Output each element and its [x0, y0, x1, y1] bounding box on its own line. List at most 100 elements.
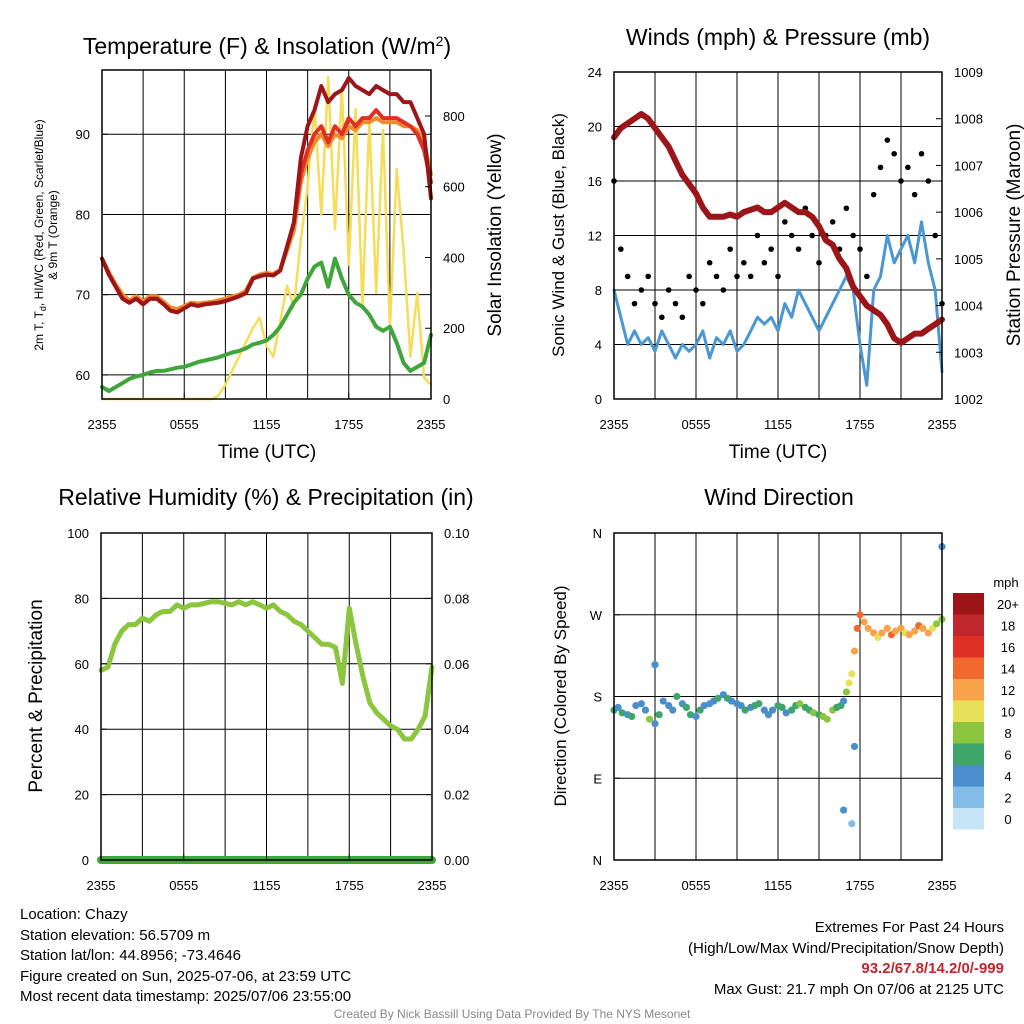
left-y-tick-label: 80 [75, 591, 89, 606]
wind-direction-point [682, 703, 691, 712]
gust-point [706, 259, 713, 266]
dew-series-line [100, 256, 433, 393]
right-y-tick-label: 800 [443, 109, 465, 124]
extremes-values: 93.2/67.8/14.2/0/-999 [861, 960, 1004, 977]
wind-direction-point [891, 627, 900, 635]
gust-point [713, 273, 720, 280]
x-tick-label: 2355 [600, 878, 629, 893]
station-info: Location: Chazy Station elevation: 56.57… [20, 905, 351, 1008]
left-y-tick-label: N [593, 526, 602, 541]
gust-point [700, 300, 706, 307]
credit-text: Created By Nick Bassill Using Data Provi… [333, 1007, 691, 1021]
gust-point [652, 300, 658, 307]
gust-point [761, 259, 768, 266]
x-tick-label: 1155 [764, 878, 792, 893]
wind-direction-point [850, 647, 859, 655]
right-y-tick-label: 400 [443, 250, 465, 265]
wind-direction-point [878, 629, 886, 637]
right-y-tick-label: 1006 [954, 205, 983, 220]
wind-direction-point [632, 701, 640, 710]
wind-direction-point [614, 703, 622, 712]
wind-direction-point [796, 700, 804, 708]
temperature-y-axis-label: 2m T, Td, HI/WC (Red, Green, Scarlet/Blu… [32, 119, 48, 350]
left-y-tick-label: 90 [76, 127, 90, 142]
speed-legend: 20+ 18 16 14 12 10 8 6 4 2 0 [953, 593, 1019, 830]
gust-point [829, 219, 836, 225]
gust-point [741, 259, 747, 266]
right-y-tick-label: 0.04 [444, 722, 469, 737]
gust-point [905, 164, 911, 171]
humidity-y-axis-label: Percent & Precipitation [26, 599, 47, 792]
right-y-tick-label: 1009 [954, 65, 983, 80]
wind-direction-point [853, 624, 861, 632]
winds-panel: Winds (mph) & Pressure (mb) 2355 0555 1155… [549, 24, 1024, 463]
legend-swatch [953, 614, 984, 636]
wind-direction-point [932, 620, 941, 628]
gust-point [693, 287, 699, 293]
pressure-line [611, 111, 945, 346]
gust-point [788, 232, 795, 239]
wind-direction-point [727, 697, 736, 705]
wind-direction-point [809, 709, 818, 717]
legend-label: 10 [1001, 705, 1015, 720]
left-y-tick-label: 4 [595, 338, 602, 353]
gust-point [631, 300, 638, 307]
temperature-x-axis-label: Time (UTC) [218, 442, 317, 463]
right-y-tick-label: 0.08 [444, 591, 469, 606]
x-tick-label: 0555 [170, 417, 199, 432]
wind-direction-point [905, 631, 913, 639]
winds-x-axis-label: Time (UTC) [729, 442, 828, 463]
pressure-y-axis-label: Station Pressure (Maroon) [1004, 124, 1024, 347]
wind-y-axis-label: Sonic Wind & Gust (Blue, Black) [549, 113, 568, 357]
wind-direction-point [645, 715, 654, 723]
gust-point [727, 246, 733, 252]
wind-direction-point [673, 692, 681, 701]
x-tick-label: 0555 [682, 417, 711, 432]
wind-direction-panel-title: Wind Direction [704, 484, 854, 510]
location-text: Location: Chazy [20, 906, 128, 923]
sonic-wind-line [612, 220, 944, 387]
gust-point [679, 314, 686, 321]
right-y-tick-label: 0.06 [444, 657, 469, 672]
wind-direction-point [755, 700, 763, 708]
wind-direction-point [848, 820, 856, 828]
wind-direction-point [842, 688, 850, 696]
left-y-tick-label: N [593, 853, 602, 868]
right-y-tick-label: 0.10 [444, 526, 469, 541]
right-y-tick-label: 600 [443, 180, 465, 195]
x-tick-label: 0555 [169, 878, 198, 893]
legend-label: 12 [1001, 683, 1015, 698]
wind-direction-point [864, 624, 872, 632]
gust-point [911, 191, 918, 198]
gust-point [816, 259, 822, 266]
gust-point [891, 150, 897, 157]
gust-point [809, 232, 815, 239]
x-tick-label: 1755 [334, 417, 363, 432]
x-tick-label: 1155 [764, 417, 792, 432]
gust-point [864, 273, 870, 280]
x-tick-label: 2355 [417, 417, 446, 432]
wind-direction-point [883, 624, 891, 632]
legend-label: 2 [1004, 791, 1011, 806]
gust-point [898, 178, 904, 184]
legend-label: 6 [1004, 748, 1011, 763]
wind-direction-point [637, 700, 645, 708]
wind-direction-point [919, 624, 927, 632]
legend-swatch [953, 808, 984, 830]
left-y-tick-label: 12 [588, 229, 602, 244]
x-tick-label: 1155 [253, 417, 281, 432]
x-tick-label: 2355 [928, 417, 957, 432]
gust-point [775, 273, 781, 280]
wind-direction-point [669, 706, 677, 714]
wind-direction-panel: Wind Direction 2355 0555 1155 1755 2355 N E S W N… [551, 484, 1019, 893]
gust-point [747, 273, 754, 280]
left-y-tick-label: 24 [588, 65, 602, 80]
right-y-tick-label: 1002 [954, 392, 983, 407]
x-tick-label: 2355 [928, 878, 957, 893]
gust-point [618, 246, 624, 252]
right-y-tick-label: 0.00 [444, 853, 469, 868]
left-y-tick-label: 70 [76, 288, 90, 303]
wind-direction-point [768, 706, 777, 714]
x-tick-label: 1755 [846, 417, 875, 432]
wind-direction-point [659, 697, 667, 705]
